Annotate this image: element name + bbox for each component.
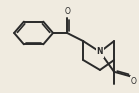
Text: O: O: [131, 77, 137, 86]
Text: N: N: [97, 47, 103, 56]
Text: O: O: [64, 7, 70, 16]
